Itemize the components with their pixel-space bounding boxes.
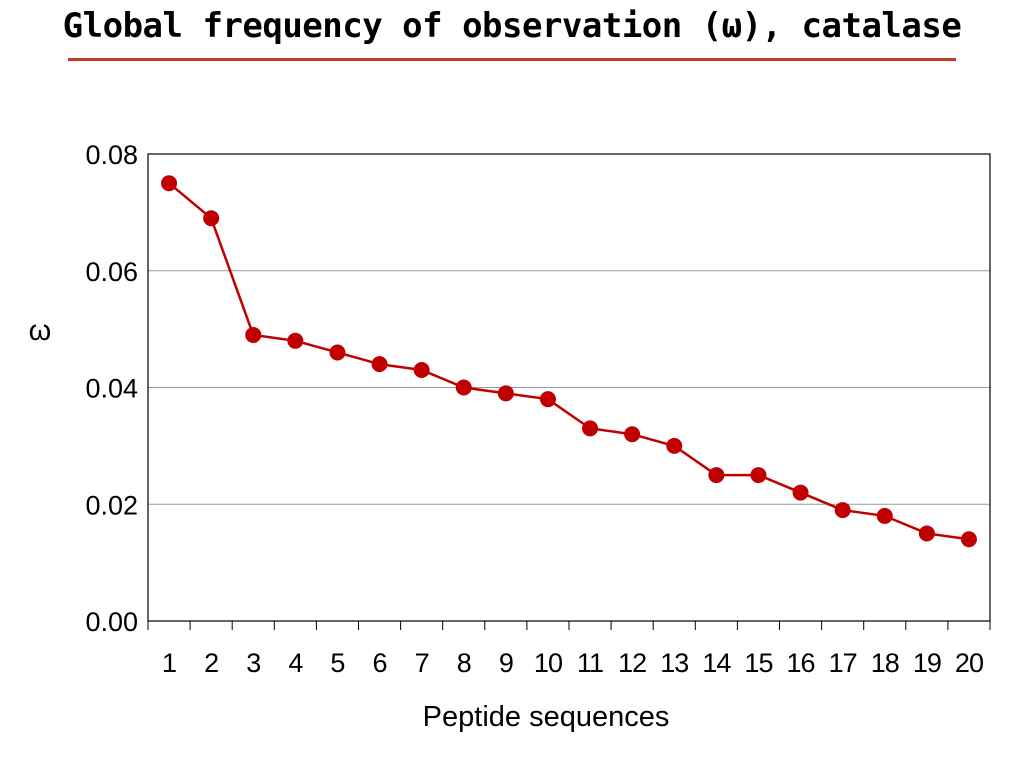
x-tick-label: 4 xyxy=(288,648,303,678)
y-axis-title: ω xyxy=(29,315,52,347)
data-point xyxy=(455,379,472,396)
x-tick-label: 11 xyxy=(577,648,603,678)
x-tick-label: 2 xyxy=(204,648,218,678)
slide-title: Global frequency of observation (ω), cat… xyxy=(62,6,962,46)
data-point xyxy=(161,175,178,192)
x-tick-label: 10 xyxy=(534,648,562,678)
data-point xyxy=(329,344,346,361)
data-point xyxy=(497,385,514,402)
y-tick-label: 0.08 xyxy=(85,140,138,170)
data-point xyxy=(371,356,388,373)
data-point xyxy=(287,332,304,349)
title-underline xyxy=(68,58,956,61)
data-point xyxy=(876,507,893,524)
x-axis-title: Peptide sequences xyxy=(423,701,670,733)
data-point xyxy=(582,420,599,437)
x-tick-label: 18 xyxy=(871,648,899,678)
x-tick-label: 16 xyxy=(787,648,815,678)
data-point xyxy=(708,467,725,484)
x-tick-label: 8 xyxy=(457,648,471,678)
x-tick-label: 3 xyxy=(246,648,260,678)
x-tick-label: 12 xyxy=(618,648,646,678)
data-point xyxy=(203,210,220,227)
x-tick-label: 6 xyxy=(373,648,387,678)
x-tick-label: 15 xyxy=(744,648,772,678)
y-tick-label: 0.02 xyxy=(85,490,138,520)
data-point xyxy=(666,437,683,454)
data-point xyxy=(750,467,767,484)
x-tick-label: 19 xyxy=(913,648,941,678)
x-axis-tick-labels: 1 2 3 4 5 6 7 8 9 10 11 12 13 14 15 16 17 18 19 20 xyxy=(162,648,984,678)
x-tick-label: 20 xyxy=(955,648,983,678)
y-tick-label: 0.04 xyxy=(85,374,138,404)
x-axis-ticks xyxy=(147,621,991,630)
x-tick-label: 9 xyxy=(499,648,513,678)
series-group xyxy=(161,175,977,548)
gridlines xyxy=(148,270,990,505)
data-point xyxy=(413,361,430,378)
data-point xyxy=(539,391,556,408)
x-tick-label: 7 xyxy=(415,648,429,678)
data-point xyxy=(834,502,851,519)
x-tick-label: 13 xyxy=(660,648,688,678)
data-point xyxy=(918,525,935,542)
data-point xyxy=(245,326,262,343)
y-axis-tick-labels: 0.00 0.02 0.04 0.06 0.08 xyxy=(85,140,138,637)
x-tick-label: 14 xyxy=(702,648,731,678)
data-point xyxy=(624,426,641,443)
x-tick-label: 1 xyxy=(162,648,176,678)
y-tick-label: 0.00 xyxy=(85,607,138,637)
series-line xyxy=(168,182,970,541)
data-point xyxy=(792,484,809,501)
y-tick-label: 0.06 xyxy=(85,257,138,287)
data-point xyxy=(960,531,977,548)
x-tick-label: 17 xyxy=(829,648,857,678)
x-tick-label: 5 xyxy=(330,648,344,678)
